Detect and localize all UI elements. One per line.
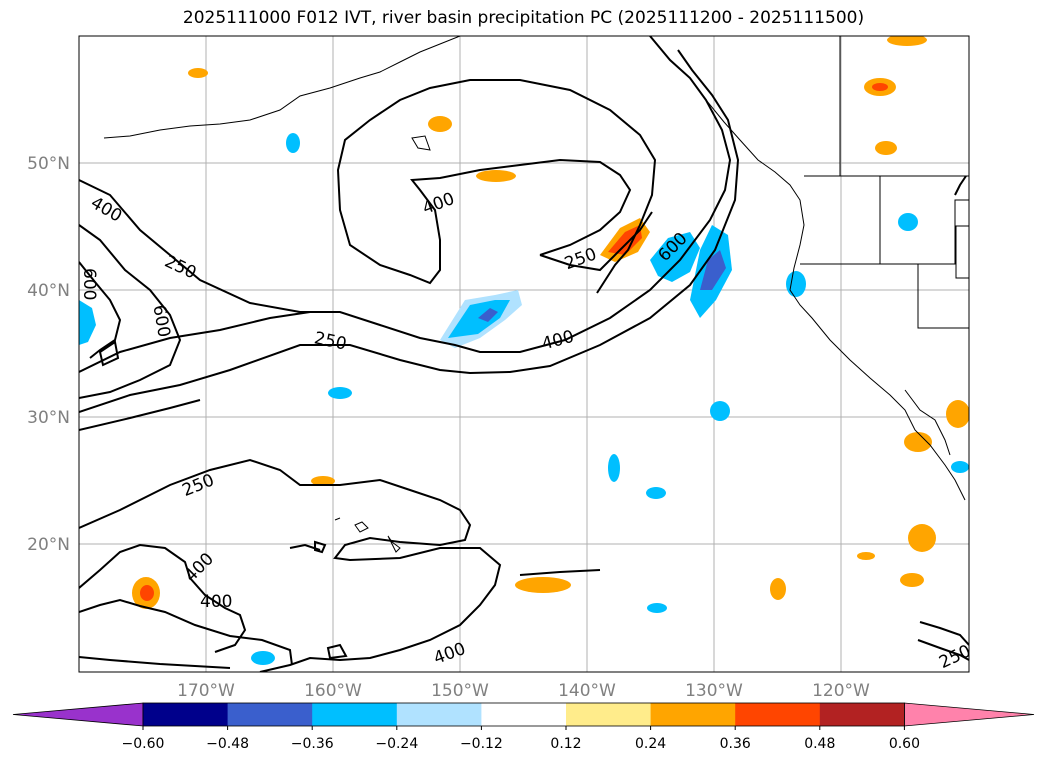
colorbar-segment — [312, 703, 398, 726]
precip-blob — [478, 308, 498, 322]
colorbar-segment — [227, 703, 313, 726]
precip-blob — [887, 36, 927, 46]
map-title: 2025111000 F012 IVT, river basin precipi… — [182, 8, 865, 28]
precip-blob — [286, 133, 300, 153]
precip-blob — [188, 68, 208, 78]
colorbar-tick-label: −0.24 — [375, 736, 418, 752]
lat-label: 30°N — [27, 408, 70, 428]
precip-blob — [700, 250, 726, 290]
lon-label: 140°W — [558, 681, 616, 701]
colorbar-outline — [142, 702, 905, 727]
lon-axis: 170°W 160°W 150°W 140°W 130°W 120°W — [177, 681, 870, 701]
precip-blob — [476, 170, 516, 182]
precip-blob — [311, 476, 335, 486]
lon-label: 120°W — [812, 681, 870, 701]
colorbar-tick-label: 0.60 — [889, 736, 920, 752]
colorbar-tick-label: −0.12 — [460, 736, 503, 752]
lon-label: 130°W — [685, 681, 743, 701]
colorbar-tick-label: 0.36 — [720, 736, 751, 752]
colorbar-segment — [396, 703, 482, 726]
lat-label: 50°N — [27, 154, 70, 174]
lon-label: 160°W — [304, 681, 362, 701]
precip-blob — [328, 387, 352, 399]
lon-label: 150°W — [431, 681, 489, 701]
colorbar-segment — [566, 703, 652, 726]
precip-blob — [710, 401, 730, 421]
colorbar-extend-left — [12, 702, 144, 727]
contour-label: 400 — [200, 592, 232, 612]
lat-label: 20°N — [27, 535, 70, 555]
precip-blob — [770, 578, 786, 600]
precip-blob — [786, 271, 806, 297]
precip-pc-shading — [79, 36, 969, 665]
lon-label: 170°W — [177, 681, 235, 701]
precip-blob — [650, 232, 700, 282]
precip-blob — [79, 300, 96, 345]
plot-frame — [78, 35, 970, 673]
precip-blob — [251, 651, 275, 665]
precip-blob — [900, 573, 924, 587]
colorbar-segment — [481, 703, 567, 726]
lat-label: 40°N — [27, 281, 70, 301]
precip-blob — [428, 116, 452, 132]
colorbar-tick-label: 0.12 — [550, 736, 581, 752]
colorbar-tick-label: −0.36 — [291, 736, 334, 752]
precip-blob — [646, 487, 666, 499]
gridlines — [79, 36, 969, 672]
lat-axis: 50°N 40°N 30°N 20°N — [27, 154, 70, 555]
precip-blob — [608, 454, 620, 482]
colorbar-segment — [735, 703, 821, 726]
precip-blob — [857, 552, 875, 560]
colorbar-segment — [143, 703, 229, 726]
plot-area — [79, 36, 969, 672]
precip-blob — [908, 524, 936, 552]
contour-label: 600 — [79, 268, 99, 300]
coastlines — [103, 36, 969, 553]
colorbar-tick-label: 0.48 — [804, 736, 835, 752]
precip-blob — [951, 461, 969, 473]
precip-blob — [448, 300, 510, 338]
colorbar-extend-right — [904, 702, 1035, 727]
precip-blob — [647, 603, 667, 613]
colorbar: −0.60 −0.48 −0.36 −0.24 −0.12 0.12 0.24 0.36 0.4… — [12, 702, 1035, 752]
precip-blob — [904, 432, 932, 452]
precip-blob — [946, 400, 969, 428]
precip-blob — [140, 585, 154, 601]
colorbar-tick-label: −0.60 — [122, 736, 165, 752]
precip-blob — [898, 213, 918, 231]
colorbar-segment — [650, 703, 736, 726]
colorbar-tick-label: 0.24 — [635, 736, 666, 752]
ivt-contours — [79, 36, 969, 672]
colorbar-tick-label: −0.48 — [206, 736, 249, 752]
precip-blob — [515, 577, 571, 593]
precip-blob — [872, 83, 888, 91]
precip-blob — [608, 225, 642, 255]
colorbar-segment — [819, 703, 905, 726]
precip-blob — [875, 141, 897, 155]
